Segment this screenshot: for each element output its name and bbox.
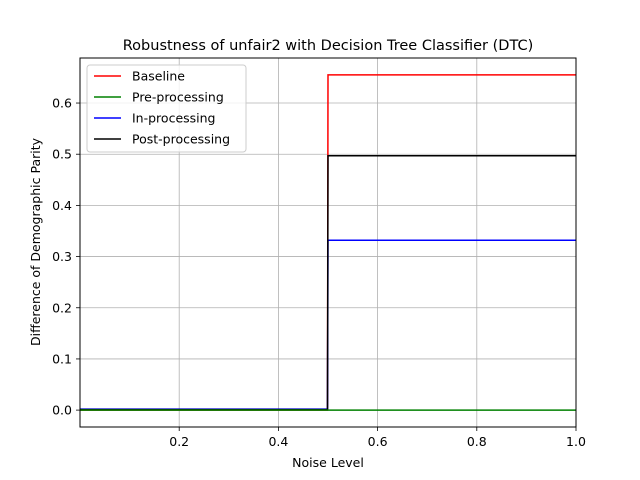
x-axis-label: Noise Level [292,455,364,470]
x-tick-label: 1.0 [566,434,586,449]
chart-title: Robustness of unfair2 with Decision Tree… [123,38,533,54]
x-tick-label: 0.8 [467,434,487,449]
y-tick-label: 0.4 [52,198,72,213]
series-lines [80,74,576,411]
plot-frame [79,57,577,428]
x-tick-label: 0.2 [169,434,189,449]
legend-box [86,64,247,153]
legend-label-pre-processing: Pre-processing [132,90,224,105]
y-tick-label: 0.0 [52,403,72,418]
legend-label-baseline: Baseline [132,69,185,84]
y-tick-label: 0.3 [52,249,72,264]
y-tick-label: 0.5 [52,147,72,162]
legend-label-in-processing: In-processing [132,111,215,126]
legend: Baseline Pre-processing In-processing Post-… [86,64,247,153]
y-axis-label: Difference of Demographic Parity [28,137,43,346]
y-tick-label: 0.2 [52,300,72,315]
x-tick-label: 0.6 [368,434,388,449]
axis-ticks: 0.2 0.4 0.6 0.8 1.0 0.0 0.1 0.2 0.3 0.4 0.5 0.6 [52,96,586,449]
y-tick-label: 0.1 [52,351,72,366]
y-tick-label: 0.6 [52,96,72,111]
x-tick-label: 0.4 [268,434,288,449]
legend-label-post-processing: Post-processing [132,132,230,147]
